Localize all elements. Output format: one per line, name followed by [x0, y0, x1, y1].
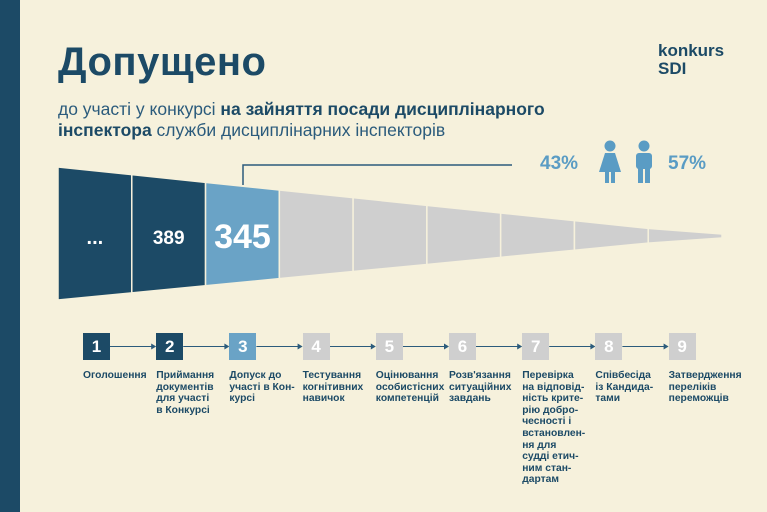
funnel-segment [647, 227, 723, 244]
step-label-line: Допуск до [229, 370, 282, 381]
step-label: Оголошення [83, 370, 147, 382]
step-arrow [663, 343, 669, 350]
step-label: Розв'язання ситуаційних завдань [449, 370, 511, 405]
funnel-segment [499, 212, 576, 259]
step-arrow [370, 343, 376, 350]
step-label: Затвердження переліків переможців [669, 370, 742, 405]
subtitle-part-2: служби дисциплінарних інспекторів [151, 120, 446, 140]
callout-line [242, 164, 512, 185]
page-subtitle: до участі у конкурсі на зайняття посади … [58, 99, 618, 141]
step-label: Перевірка на відповід-ність крите-рію доб… [522, 370, 585, 486]
step-number-box: 2 [156, 333, 184, 360]
step-number-box: 1 [83, 333, 110, 360]
step-label-line: Розв'язання [449, 370, 511, 381]
step-label-line: участі в Кон- [229, 381, 295, 393]
step-number-box: 5 [375, 333, 403, 360]
step-label: Тестування когнітивних навичок [303, 370, 364, 405]
step-number-box: 7 [522, 333, 550, 360]
funnel-segment-label: ... [87, 227, 104, 249]
subtitle-part-1: до участі у конкурсі [58, 99, 221, 119]
step-label-line: судді етич- [522, 451, 579, 463]
step-label-line: переліків [668, 381, 717, 393]
funnel-segment-label: 345 [214, 218, 271, 256]
step-label: Співбесіда із Кандида-тами [595, 370, 653, 405]
subtitle-bold-2: інспектора [58, 120, 152, 140]
step-arrow [297, 343, 303, 350]
step-label-line: документів [156, 381, 214, 393]
funnel-segment [278, 189, 354, 280]
step-label-line: на відповід- [522, 381, 585, 393]
step-number-box: 3 [229, 333, 257, 360]
step-label-line: Співбесіда [595, 370, 651, 381]
step-label-line: чесності і [522, 416, 572, 428]
funnel-segment [573, 219, 649, 252]
brand-line-2: SDI [658, 59, 687, 78]
step-label-line: когнітивних [302, 381, 364, 393]
male-percentage: 57% [668, 153, 707, 174]
step-label-line: ність крите- [522, 393, 584, 405]
step-label-line: Затвердження [668, 370, 742, 381]
step-label-line: Тестування [302, 370, 362, 381]
step-arrow [517, 343, 523, 350]
step-label-line: в Конкурсі [156, 404, 210, 416]
step-label-line: Перевірка [522, 370, 574, 381]
female-percentage: 43% [540, 153, 579, 174]
step-label-line: Оголошення [83, 370, 147, 381]
brand-logo: konkurs SDI [658, 42, 724, 78]
step-label-line: курсі [229, 393, 256, 405]
step-label-line: для участі [156, 393, 210, 405]
brand-line-1: konkurs [658, 41, 725, 60]
step-label: Приймання документів для участі в Конкурсі [156, 370, 214, 416]
step-label-line: встановлен- [522, 427, 586, 439]
step-label-line: рію добро- [522, 404, 579, 416]
step-label-line: ня для [522, 439, 557, 451]
funnel-segment [352, 196, 428, 273]
step-label-line: переможців [668, 393, 729, 405]
step-label-line: дартам [522, 474, 559, 486]
left-accent-bar [0, 0, 20, 512]
step-label: Оцінювання особистісних компетенцій [376, 370, 445, 405]
step-label-line: навичок [302, 393, 345, 405]
step-label-line: Оцінювання [375, 370, 439, 381]
step-label-line: завдань [449, 393, 491, 405]
step-label-line: компетенцій [375, 393, 439, 405]
step-label: Допуск до участі в Кон-курсі [229, 370, 294, 405]
step-label-line: тами [595, 393, 621, 405]
step-label-line: особистісних [375, 381, 445, 393]
funnel-segment-label: 389 [153, 228, 185, 249]
funnel-segment [426, 204, 502, 266]
step-number-box: 6 [449, 333, 476, 360]
step-label-line: ситуаційних [449, 381, 512, 393]
step-arrow [151, 343, 157, 350]
page-title: Допущено [58, 40, 267, 84]
female-icon [599, 140, 621, 183]
step-arrow [444, 343, 449, 350]
step-label-line: Приймання [156, 370, 215, 381]
step-number-box: 4 [302, 333, 330, 360]
step-number-box: 8 [595, 333, 623, 360]
step-number-box: 9 [668, 333, 696, 360]
step-arrow [590, 343, 596, 350]
subtitle-bold-1: на зайняття посади дисциплінарного [220, 99, 545, 119]
step-label-line: ним стан- [522, 462, 572, 474]
step-label-line: із Кандида- [595, 381, 654, 393]
step-arrow [224, 343, 230, 350]
male-icon [636, 140, 652, 183]
